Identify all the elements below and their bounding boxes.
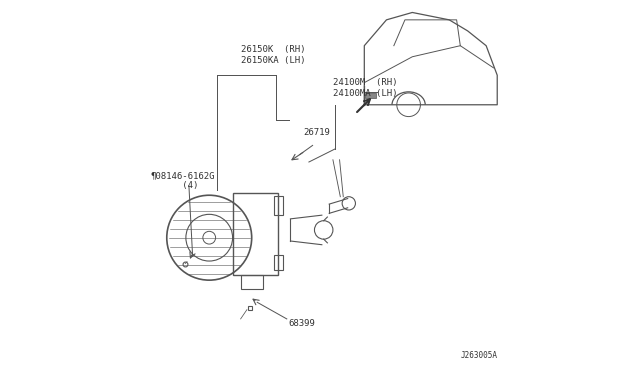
Text: 26719: 26719	[303, 128, 330, 137]
Text: 24100M  (RH)
24100MA (LH): 24100M (RH) 24100MA (LH)	[333, 78, 397, 98]
Text: ¶08146-6162G
      (4): ¶08146-6162G (4)	[150, 171, 214, 190]
Bar	[274, 196, 283, 215]
Bar	[365, 93, 376, 98]
Bar	[241, 275, 263, 289]
Text: 26150K  (RH)
26150KA (LH): 26150K (RH) 26150KA (LH)	[241, 45, 305, 65]
Text: J263005A: J263005A	[460, 350, 497, 359]
Bar	[274, 255, 283, 270]
Text: 68399: 68399	[289, 319, 316, 328]
